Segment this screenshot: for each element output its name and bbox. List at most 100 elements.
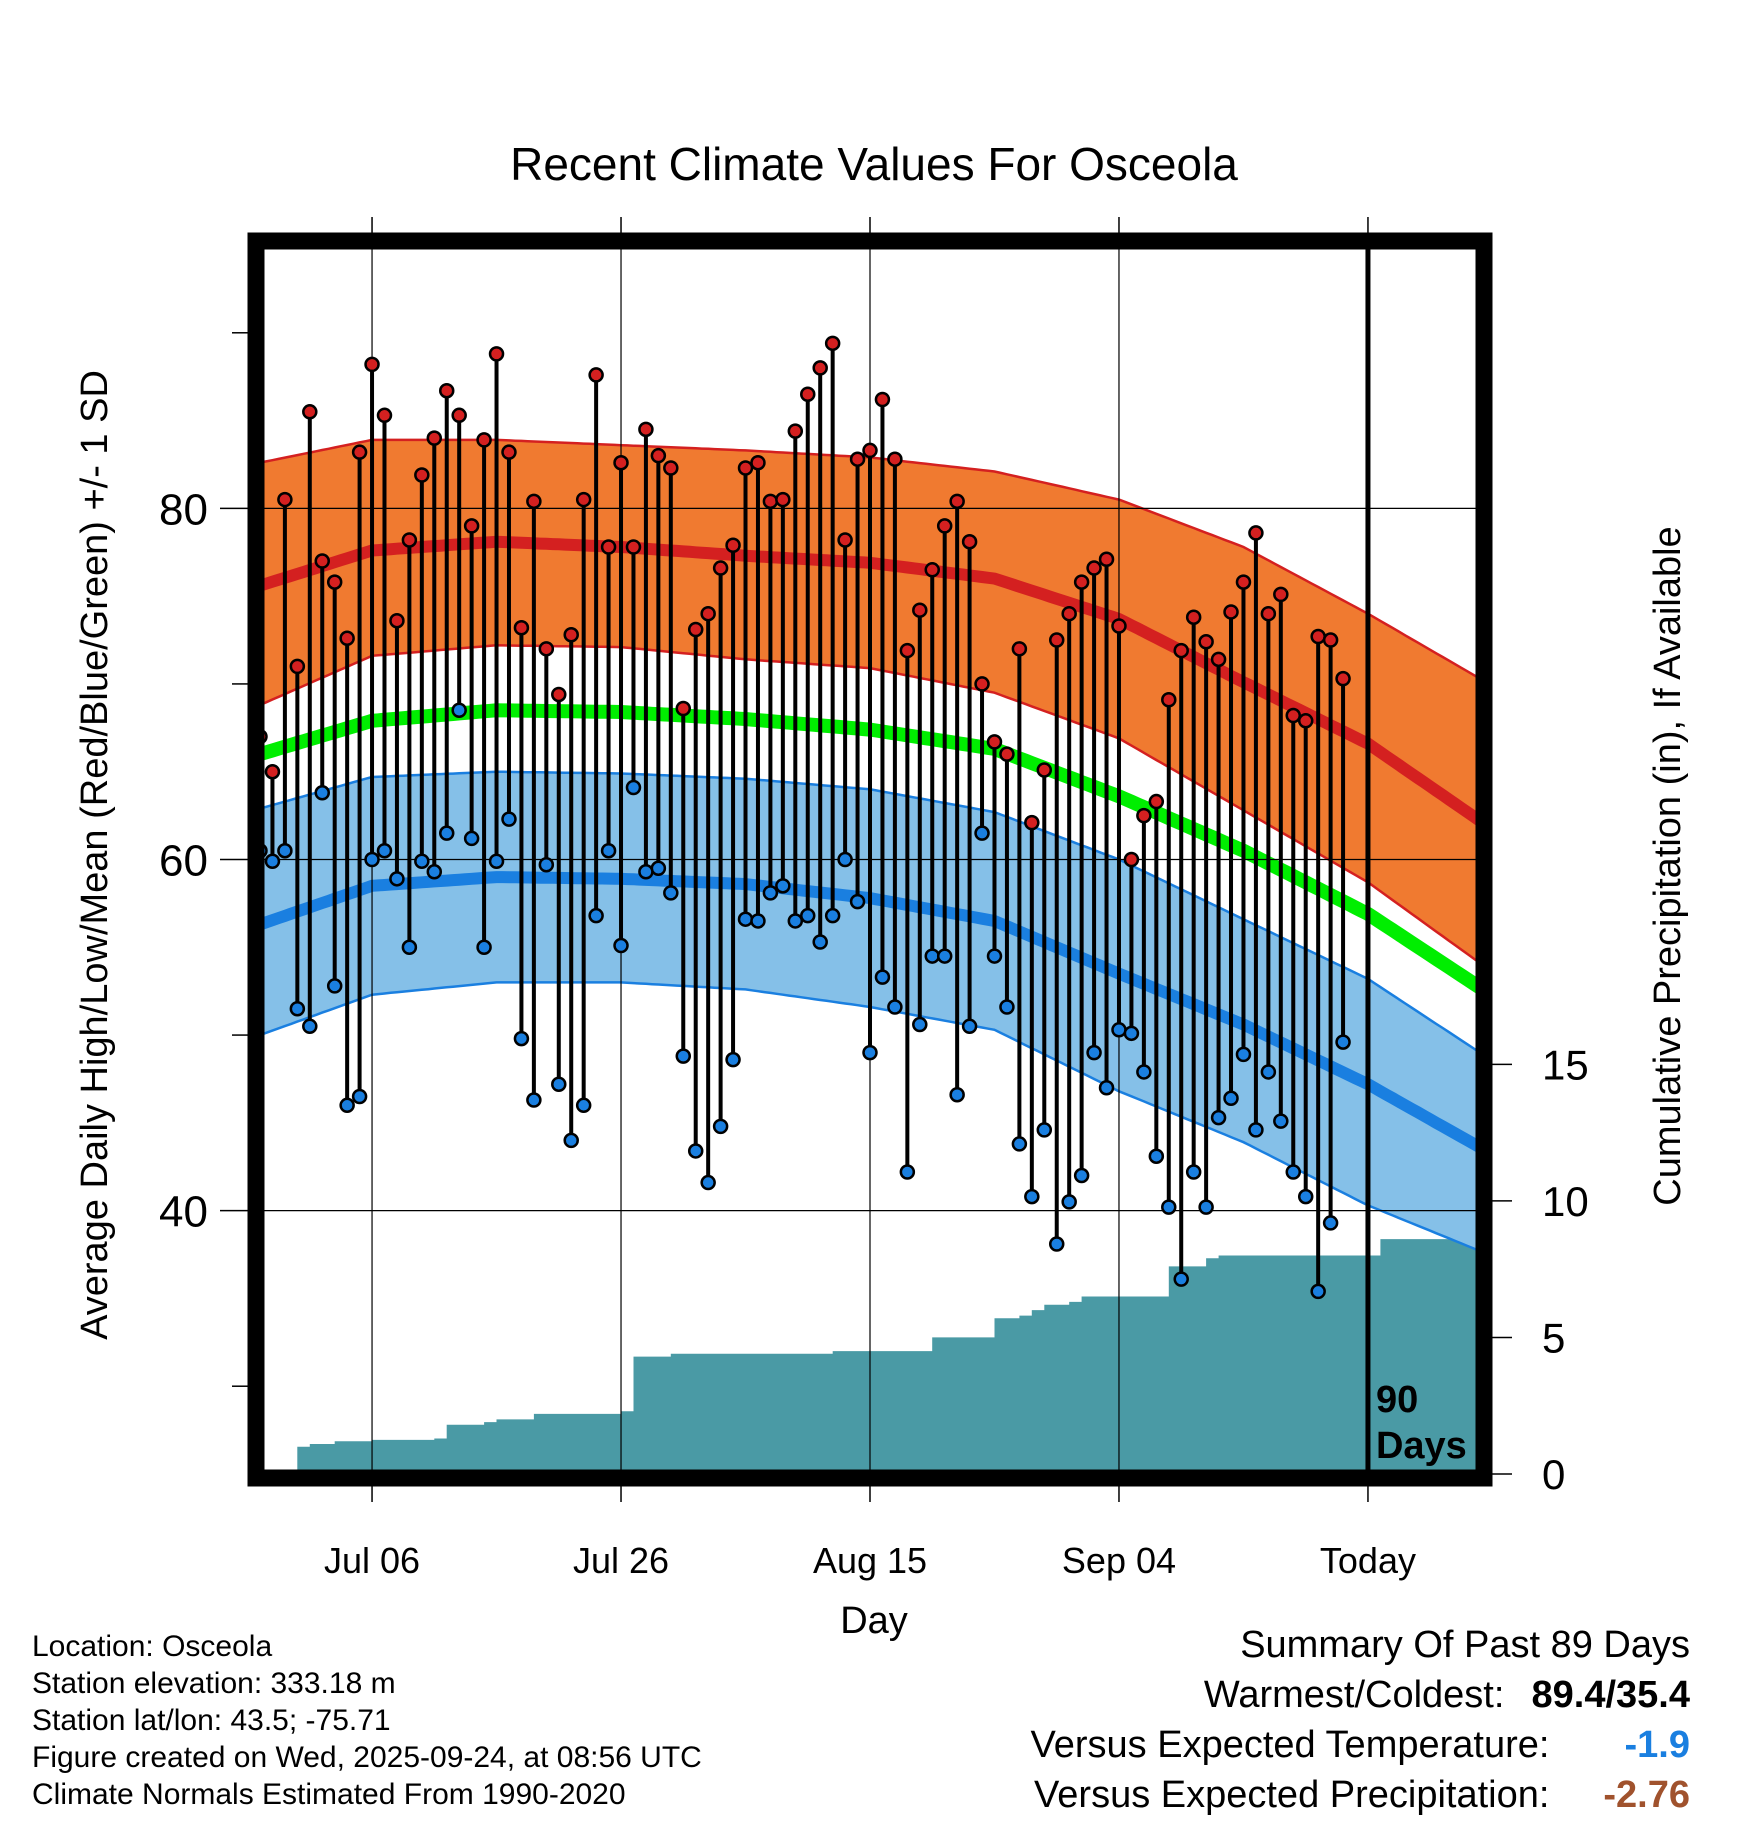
daily-low-point: [351, 1088, 368, 1105]
y-axis-label: Average Daily High/Low/Mean (Red/Blue/Gr…: [74, 370, 116, 1340]
daily-high-point: [463, 518, 480, 534]
daily-low-point: [1223, 1090, 1239, 1107]
daily-high-point: [1273, 586, 1289, 603]
daily-high-point: [949, 493, 965, 510]
daily-high-point: [750, 454, 766, 471]
daily-low-point: [1161, 1199, 1177, 1215]
daily-low-point: [1098, 1079, 1115, 1096]
daily-low-point: [1185, 1164, 1202, 1180]
daily-low-point: [812, 934, 828, 950]
daily-low-point: [750, 913, 766, 929]
daily-high-point: [1098, 551, 1115, 568]
x-tick-label: Aug 15: [813, 1540, 927, 1581]
daily-high-point: [787, 423, 804, 439]
daily-high-point: [1248, 525, 1264, 541]
precip-value: -2.76: [1603, 1774, 1690, 1816]
daily-high-point: [1123, 851, 1140, 868]
daily-high-point: [575, 491, 592, 508]
daily-high-point: [837, 532, 853, 548]
daily-low-point: [999, 999, 1015, 1015]
daily-high-point: [501, 444, 517, 460]
daily-low-point: [800, 907, 816, 924]
daily-low-point: [1148, 1148, 1165, 1164]
daily-high-point: [812, 360, 828, 376]
x-tick-label: Jul 06: [324, 1540, 420, 1581]
daily-low-point: [1173, 1271, 1189, 1287]
daily-low-point: [1260, 1064, 1277, 1080]
daily-low-point: [1285, 1164, 1302, 1180]
daily-high-point: [426, 430, 443, 446]
daily-low-point: [451, 702, 467, 719]
x-tick-label: Jul 26: [573, 1540, 669, 1581]
daily-high-point: [849, 451, 866, 467]
daily-high-point: [675, 700, 692, 717]
daily-low-point: [1248, 1122, 1264, 1138]
meta-location: Location: Osceola: [32, 1630, 273, 1663]
daily-low-point: [1073, 1167, 1090, 1184]
daily-low-point: [538, 857, 555, 873]
daily-high-point: [1223, 604, 1239, 620]
daily-low-point: [650, 860, 667, 877]
daily-low-point: [1136, 1064, 1152, 1080]
daily-high-point: [1198, 634, 1214, 650]
daily-low-point: [588, 907, 604, 924]
daily-high-point: [650, 447, 667, 464]
low-sd-band: [260, 771, 1480, 1251]
daily-low-point: [289, 1000, 306, 1017]
today-days-word: Days: [1376, 1425, 1467, 1467]
y2-tick-label: 15: [1542, 1041, 1589, 1088]
daily-high-point: [712, 560, 729, 576]
y-tick-label: 80: [159, 485, 208, 534]
daily-low-point: [463, 830, 480, 847]
daily-low-point: [526, 1092, 542, 1108]
daily-high-point: [762, 493, 779, 510]
station-metadata: Location: Osceola Station elevation: 333…: [32, 1628, 702, 1813]
daily-low-point: [438, 825, 455, 841]
daily-high-point: [1310, 628, 1326, 645]
daily-low-point: [663, 885, 679, 901]
y2-axis-label: Cumulative Precipitation (in), If Availa…: [1647, 526, 1689, 1205]
daily-low-point: [986, 948, 1003, 964]
daily-high-point: [1024, 814, 1040, 831]
daily-high-point: [1136, 807, 1152, 824]
daily-high-point: [862, 442, 878, 459]
temp-value: -1.9: [1624, 1724, 1690, 1766]
precip-area: [260, 1239, 1480, 1474]
daily-low-point: [1198, 1199, 1214, 1215]
today-days-number: 90: [1376, 1379, 1418, 1421]
daily-high-point: [663, 460, 679, 476]
daily-high-point: [351, 444, 368, 460]
daily-high-point: [289, 658, 306, 675]
daily-high-point: [986, 734, 1003, 750]
daily-high-point: [1036, 762, 1053, 778]
daily-low-point: [264, 853, 281, 870]
daily-high-point: [1322, 632, 1339, 648]
daily-low-point: [899, 1164, 916, 1180]
daily-high-point: [1235, 574, 1252, 590]
y2-tick-label: 10: [1542, 1178, 1589, 1225]
daily-low-point: [874, 969, 891, 985]
warm-cold-label: Warmest/Coldest:: [1203, 1674, 1505, 1716]
daily-low-point: [501, 811, 517, 827]
y-tick-label: 40: [159, 1188, 208, 1237]
daily-high-point: [725, 537, 741, 553]
daily-high-point: [1148, 793, 1165, 810]
daily-high-point: [800, 386, 816, 402]
warm-cold-value: 89.4/35.4: [1531, 1674, 1690, 1716]
daily-low-point: [1210, 1109, 1227, 1126]
daily-high-point: [737, 460, 754, 476]
daily-low-point: [376, 842, 393, 859]
daily-high-point: [1260, 605, 1277, 622]
daily-high-point: [1011, 641, 1028, 657]
daily-high-point: [264, 763, 281, 780]
daily-high-point: [1185, 609, 1202, 625]
daily-low-point: [575, 1097, 592, 1114]
daily-high-point: [974, 676, 990, 692]
daily-low-point: [775, 878, 791, 894]
daily-high-point: [1111, 618, 1127, 634]
daily-high-point: [326, 574, 343, 590]
daily-high-point: [638, 421, 654, 438]
x-tick-label: Today: [1320, 1540, 1416, 1581]
